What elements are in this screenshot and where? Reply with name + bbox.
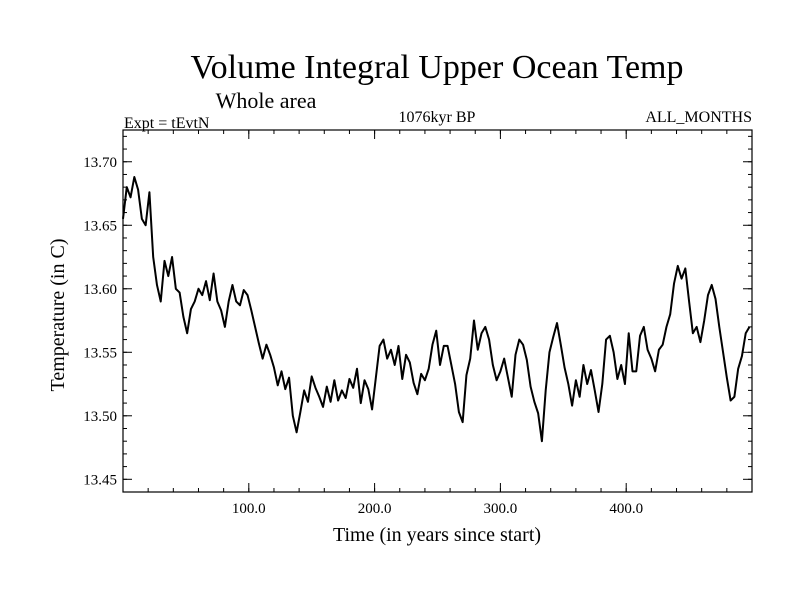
x-tick-label: 200.0 xyxy=(358,501,392,517)
x-tick-label: 100.0 xyxy=(232,501,266,517)
y-tick-label: 13.55 xyxy=(83,345,117,361)
y-tick-label: 13.45 xyxy=(83,472,117,488)
y-tick-label: 13.65 xyxy=(83,218,117,234)
x-tick-label: 300.0 xyxy=(484,501,518,517)
y-tick-label: 13.50 xyxy=(83,409,117,425)
months-label: ALL_MONTHS xyxy=(645,109,752,126)
x-axis-label: Time (in years since start) xyxy=(333,524,541,546)
chart-subtitle: Whole area xyxy=(216,88,317,113)
temperature-series-line xyxy=(122,176,751,443)
period-label: 1076kyr BP xyxy=(399,109,476,126)
y-tick-label: 13.70 xyxy=(83,155,117,171)
chart-title: Volume Integral Upper Ocean Temp xyxy=(191,49,684,86)
y-tick-label: 13.60 xyxy=(83,282,117,298)
y-axis-label: Temperature (in C) xyxy=(47,239,69,392)
x-tick-label: 400.0 xyxy=(609,501,643,517)
experiment-label: Expt = tEvtN xyxy=(124,115,210,132)
plot-area: 13.45 13.50 13.55 13.60 13.65 13.70 100.0 200.0… xyxy=(83,129,753,517)
plot-frame xyxy=(122,129,753,493)
